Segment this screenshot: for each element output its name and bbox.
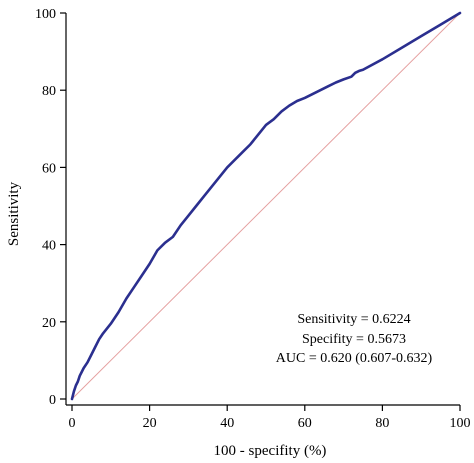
x-tick-label: 0 [69,416,76,431]
x-tick-label: 80 [375,416,389,431]
x-axis-ticks: 0 20 40 60 80 100 [69,405,471,431]
y-axis-ticks: 0 20 40 60 80 100 [35,7,66,408]
y-tick-label: 80 [42,84,56,99]
roc-curve-line [70,11,462,401]
y-axis-label: Sensitivity [6,181,22,246]
stats-annotation: Sensitivity = 0.6224 Specifity = 0.5673 … [276,312,433,366]
reference-diagonal-line [71,12,461,400]
annotation-sensitivity: Sensitivity = 0.6224 [297,312,410,327]
y-tick-label: 60 [42,161,56,176]
x-tick-label: 60 [298,416,312,431]
x-tick-label: 40 [220,416,234,431]
annotation-specifity: Specifity = 0.5673 [302,332,406,347]
series-group [70,11,462,401]
annotation-auc: AUC = 0.620 (0.607-0.632) [276,351,433,366]
y-tick-label: 100 [35,7,56,22]
y-tick-label: 20 [42,316,56,331]
y-tick-label: 0 [49,393,56,408]
x-tick-label: 20 [143,416,157,431]
y-tick-label: 40 [42,239,56,254]
x-tick-label: 100 [450,416,471,431]
x-axis-label: 100 - specifity (%) [214,443,327,459]
plot-area: 0 20 40 60 80 100 0 20 40 60 80 100 [35,7,471,431]
